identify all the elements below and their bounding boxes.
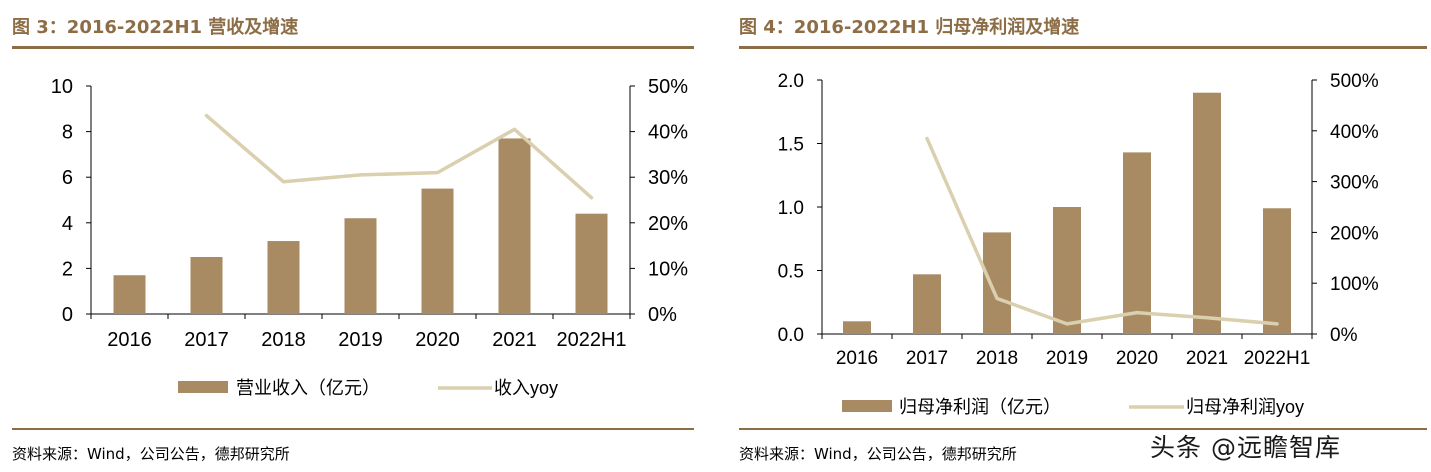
figure-3-title: 图 3：2016-2022H1 营收及增速 — [12, 17, 299, 38]
left-tick-label: 1.5 — [778, 135, 804, 156]
right-tick-label: 200% — [1330, 223, 1379, 244]
watermark: 头条 @远瞻智库 — [1150, 433, 1341, 462]
category-label: 2021 — [492, 329, 537, 351]
left-tick-label: 10 — [51, 76, 73, 98]
figure-3-chart: 0 2 4 6 8 10 0% 10% 20% 30% 40% 50% 2016 2017 2018 2019… — [51, 76, 688, 398]
right-tick-label: 30% — [648, 167, 688, 189]
right-tick-label: 50% — [648, 76, 688, 98]
bar — [190, 257, 223, 314]
bar — [843, 321, 871, 334]
legend-line-label: 收入yoy — [494, 378, 558, 398]
left-tick-label: 2.0 — [778, 71, 804, 92]
category-label: 2018 — [976, 348, 1018, 369]
bar — [1193, 92, 1221, 334]
figure-3-source: 资料来源：Wind，公司公告，德邦研究所 — [12, 445, 290, 463]
bar — [344, 218, 377, 314]
figure-3-top-rule — [12, 46, 694, 49]
bar — [983, 232, 1011, 334]
figure-3-bottom-rule — [12, 428, 694, 430]
bar — [575, 213, 608, 314]
figure-4-source: 资料来源：Wind，公司公告，德邦研究所 — [739, 445, 1017, 463]
left-tick-label: 2 — [62, 258, 73, 280]
category-label: 2022H1 — [556, 329, 626, 351]
legend-bar-swatch — [178, 381, 228, 393]
legend-bar-label: 营业收入（亿元） — [236, 378, 380, 398]
category-label: 2020 — [1116, 348, 1158, 369]
right-tick-label: 100% — [1330, 274, 1379, 295]
bar — [1053, 207, 1081, 334]
bar — [498, 138, 531, 314]
figure-3-panel: 图 3：2016-2022H1 营收及增速 0 2 4 6 8 10 0% 10% 20% 30%… — [0, 0, 700, 472]
category-label: 2016 — [836, 348, 878, 369]
right-tick-label: 20% — [648, 213, 688, 235]
right-tick-label: 40% — [648, 122, 688, 144]
legend-line-label: 归母净利润yoy — [1186, 397, 1304, 417]
category-label: 2021 — [1186, 348, 1228, 369]
category-label: 2022H1 — [1244, 348, 1311, 369]
bar — [113, 275, 146, 314]
right-tick-label: 10% — [648, 258, 688, 280]
right-tick-label: 500% — [1330, 71, 1379, 92]
left-tick-label: 1.0 — [778, 198, 804, 219]
right-tick-label: 400% — [1330, 122, 1379, 143]
figure-4-title: 图 4：2016-2022H1 归母净利润及增速 — [739, 17, 1080, 38]
category-label: 2016 — [107, 329, 152, 351]
right-tick-label: 0% — [648, 304, 677, 326]
category-label: 2018 — [261, 329, 306, 351]
category-label: 2017 — [184, 329, 229, 351]
left-tick-label: 8 — [62, 122, 73, 144]
figure-4-bottom-rule — [739, 428, 1427, 430]
right-tick-label: 0% — [1330, 325, 1358, 346]
left-tick-label: 0.0 — [778, 325, 804, 346]
legend-bar-swatch — [842, 400, 892, 412]
bar — [421, 188, 454, 314]
yoy-line — [925, 136, 1279, 326]
bar — [1123, 152, 1151, 334]
left-tick-label: 6 — [62, 167, 73, 189]
left-tick-label: 0.5 — [778, 262, 804, 283]
bar — [267, 241, 300, 314]
figure-4-top-rule — [739, 46, 1427, 49]
right-tick-label: 300% — [1330, 173, 1379, 194]
category-label: 2017 — [906, 348, 948, 369]
category-label: 2019 — [338, 329, 383, 351]
yoy-line — [204, 113, 594, 200]
left-tick-label: 4 — [62, 213, 73, 235]
left-tick-label: 0 — [62, 304, 73, 326]
bar — [1263, 208, 1291, 334]
figure-4-panel: 图 4：2016-2022H1 归母净利润及增速 0.0 0.5 1.0 1.5 2.0… — [727, 0, 1431, 472]
figure-4-chart: 0.0 0.5 1.0 1.5 2.0 0% 100% 200% 300% 400% 500% 201… — [778, 71, 1379, 417]
legend-bar-label: 归母净利润（亿元） — [899, 397, 1061, 417]
category-label: 2019 — [1046, 348, 1088, 369]
bar — [913, 274, 941, 334]
category-label: 2020 — [415, 329, 460, 351]
